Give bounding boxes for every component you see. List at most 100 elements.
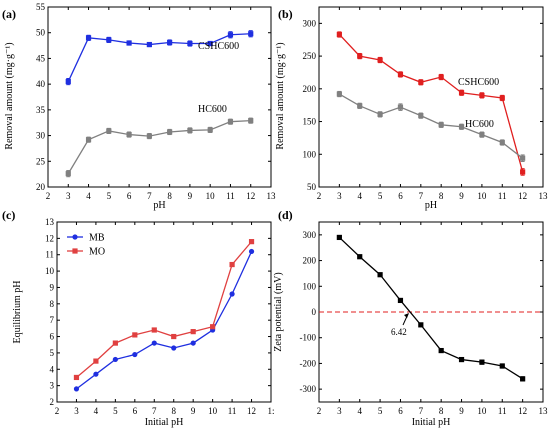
panel-label: (a) [2, 7, 16, 21]
series-line [338, 236, 523, 380]
y-axis-label: Removal amount (mg·g⁻¹) [275, 42, 286, 149]
x-tick-label: 9 [459, 406, 464, 416]
y-tick-label: 40 [36, 79, 46, 89]
x-tick-label: 11 [498, 406, 507, 416]
data-point [520, 169, 526, 175]
data-point [418, 322, 424, 328]
data-point [479, 359, 485, 365]
data-point [190, 340, 196, 346]
series-line [67, 33, 251, 82]
y-tick-label: 10 [45, 266, 55, 276]
panel-label: (c) [2, 208, 15, 222]
plot-frame [56, 221, 272, 403]
x-tick-label: 12 [246, 191, 255, 201]
annotation-arrowhead [404, 313, 410, 318]
x-tick-label: 7 [152, 406, 157, 416]
data-point [106, 128, 112, 134]
x-tick-label: 7 [147, 191, 152, 201]
legend-marker [72, 248, 78, 254]
data-point [248, 239, 255, 245]
y-tick-label: -200 [300, 358, 317, 368]
y-tick-label: 100 [303, 281, 317, 291]
y-tick-label: 7 [50, 315, 55, 325]
x-tick-label: 12 [518, 191, 527, 201]
data-point [336, 31, 342, 38]
x-tick-label: 7 [419, 406, 424, 416]
x-tick-label: 10 [477, 406, 487, 416]
x-tick-label: 6 [398, 191, 403, 201]
data-point [167, 129, 173, 135]
y-tick-label: 50 [307, 182, 317, 192]
data-point [418, 113, 424, 119]
y-tick-label: 2 [50, 397, 55, 407]
y-tick-label: 55 [36, 2, 46, 12]
data-point [357, 53, 363, 59]
data-point [85, 35, 92, 41]
data-point [458, 356, 465, 363]
data-point [146, 41, 152, 48]
data-point [479, 132, 485, 138]
plot-frame [318, 6, 544, 188]
data-point [377, 272, 383, 278]
y-tick-label: 25 [36, 156, 46, 166]
y-tick-label: 250 [303, 51, 317, 61]
x-tick-label: 5 [113, 406, 118, 416]
data-point [438, 122, 444, 128]
y-tick-label: 200 [303, 256, 317, 266]
data-point [112, 340, 118, 346]
x-tick-label: 11 [498, 191, 507, 201]
data-point [438, 347, 444, 354]
data-point [499, 139, 505, 146]
x-tick-label: 6 [127, 191, 132, 201]
x-axis-label: pH [153, 200, 165, 211]
data-point [65, 78, 71, 85]
panel-label: (b) [278, 7, 293, 21]
x-axis-label: Initial pH [145, 417, 184, 428]
data-point [93, 371, 99, 377]
data-point [418, 79, 424, 85]
x-tick-label: 12 [247, 406, 256, 416]
data-point [210, 324, 216, 330]
y-tick-label: 3 [50, 381, 55, 391]
x-tick-label: 9 [459, 191, 464, 201]
y-tick-label: 12 [45, 233, 54, 243]
x-tick-label: 5 [107, 191, 112, 201]
y-axis-label: Removal amount (mg·g⁻¹) [4, 42, 15, 149]
x-tick-label: 2 [55, 406, 60, 416]
x-tick-label: 3 [66, 191, 71, 201]
chart-panel: 2 3 4 5 6 7 8 9 10 11 12 13 -300 -200 -100 0 100 200 300 In… [273, 208, 548, 428]
x-tick-label: 4 [86, 191, 91, 201]
x-tick-label: 9 [188, 191, 193, 201]
data-point [520, 376, 526, 382]
data-point [227, 32, 234, 38]
data-point [479, 92, 485, 98]
x-tick-label: 6 [398, 406, 403, 416]
data-point [248, 31, 254, 37]
y-tick-label: 0 [312, 307, 317, 317]
series-label: CSHC600 [198, 41, 239, 52]
y-tick-label: 100 [303, 149, 317, 159]
x-tick-label: 4 [94, 406, 99, 416]
x-tick-label: 7 [419, 191, 424, 201]
y-tick-label: 200 [303, 84, 317, 94]
x-tick-label: 8 [439, 191, 444, 201]
data-point [207, 40, 213, 47]
data-point [187, 40, 193, 47]
y-tick-label: 4 [50, 364, 55, 374]
chart-panel: 2 3 4 5 6 7 8 9 10 11 12 132025303540455055pHRemova… [2, 2, 276, 211]
x-tick-label: 13 [539, 406, 549, 416]
data-point [229, 261, 235, 268]
data-point [336, 91, 342, 97]
x-tick-label: 9 [191, 406, 196, 416]
y-axis-label: Zeta potential (mV) [273, 272, 284, 351]
data-point [151, 340, 157, 346]
data-point [248, 118, 254, 124]
data-point [146, 133, 152, 139]
series-label: HC600 [465, 119, 494, 130]
data-point [438, 74, 444, 80]
y-tick-label: 9 [50, 282, 55, 292]
y-tick-label: 45 [36, 53, 46, 63]
x-tick-label: 5 [378, 191, 383, 201]
